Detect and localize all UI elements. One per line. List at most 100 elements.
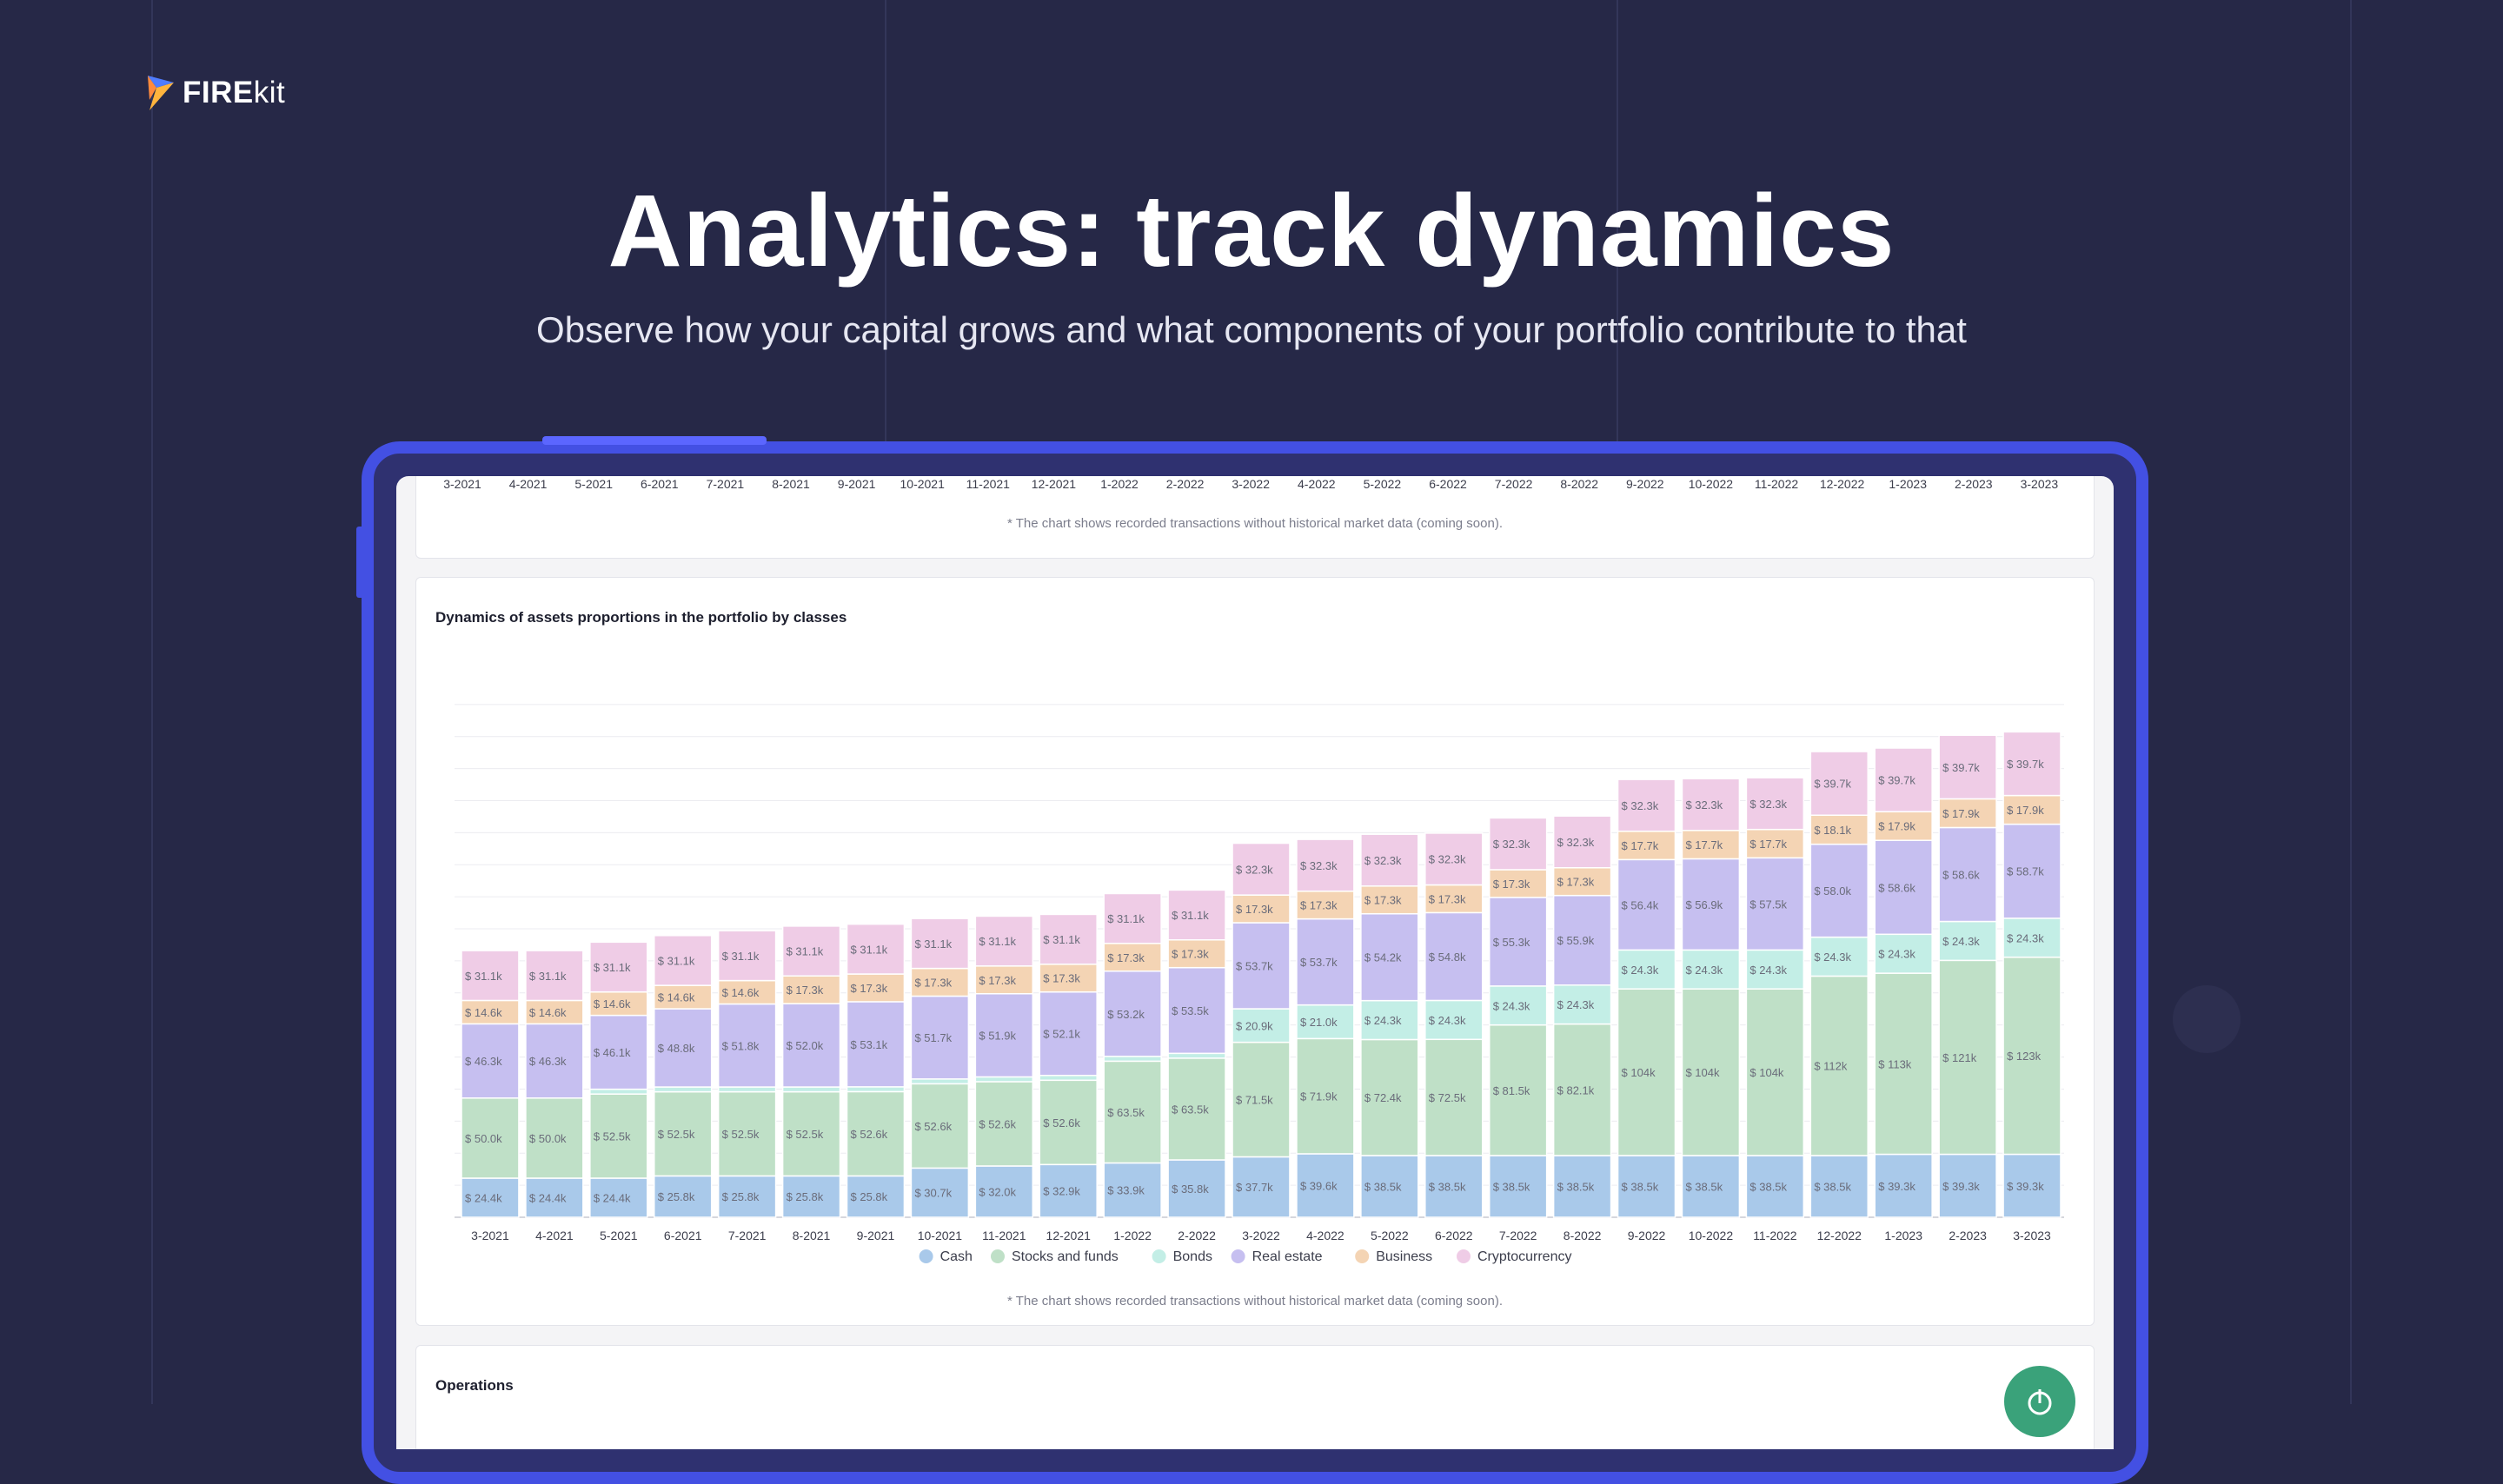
bar-segment[interactable] <box>1552 894 1612 986</box>
bar-segment[interactable] <box>974 1081 1034 1167</box>
bar-segment[interactable] <box>1296 890 1355 920</box>
bar-segment[interactable] <box>910 995 970 1080</box>
bar-segment[interactable] <box>654 1090 713 1177</box>
bar-segment[interactable] <box>1360 1038 1419 1156</box>
bar-segment[interactable] <box>1745 988 1805 1156</box>
bar-segment[interactable] <box>1296 918 1355 1006</box>
bar-segment[interactable] <box>1103 1060 1162 1164</box>
bar-segment[interactable] <box>1424 999 1484 1041</box>
bar-segment[interactable] <box>1360 1155 1419 1218</box>
bar-segment[interactable] <box>1681 858 1741 951</box>
bar-segment[interactable] <box>717 1090 777 1177</box>
bar-segment[interactable] <box>1809 814 1869 845</box>
bar-segment[interactable] <box>525 999 584 1025</box>
bar-segment[interactable] <box>717 1086 777 1093</box>
bar-segment[interactable] <box>781 1090 841 1177</box>
bar-segment[interactable] <box>525 950 584 1002</box>
bar-segment[interactable] <box>781 1003 841 1088</box>
bar-segment[interactable] <box>1424 832 1484 886</box>
bar-segment[interactable] <box>1167 1052 1226 1059</box>
bar-segment[interactable] <box>589 990 648 1017</box>
bar-segment[interactable] <box>846 973 906 1003</box>
bar-segment[interactable] <box>1103 970 1162 1057</box>
bar-segment[interactable] <box>589 1014 648 1090</box>
bar-segment[interactable] <box>1874 972 1933 1156</box>
bar-segment[interactable] <box>1617 988 1676 1156</box>
bar-segment[interactable] <box>2002 918 2061 958</box>
bar-segment[interactable] <box>525 1023 584 1099</box>
bar-segment[interactable] <box>525 1177 584 1218</box>
bar-segment[interactable] <box>1488 869 1548 898</box>
bar-segment[interactable] <box>589 1177 648 1218</box>
bar-segment[interactable] <box>1617 830 1676 861</box>
bar-segment[interactable] <box>2002 823 2061 919</box>
legend-item[interactable]: Real estate <box>1231 1249 1323 1264</box>
legend-item[interactable]: Cryptocurrency <box>1457 1249 1571 1264</box>
bar-segment[interactable] <box>1039 1075 1098 1082</box>
bar-segment[interactable] <box>1167 1159 1226 1218</box>
bar-segment[interactable] <box>846 923 906 975</box>
bar-segment[interactable] <box>654 1008 713 1088</box>
bar-segment[interactable] <box>1681 830 1741 860</box>
bar-segment[interactable] <box>974 965 1034 995</box>
legend-item[interactable]: Stocks and funds <box>991 1249 1119 1264</box>
bar-segment[interactable] <box>781 1086 841 1093</box>
bar-segment[interactable] <box>461 1097 520 1179</box>
chat-support-button[interactable] <box>2004 1366 2075 1437</box>
bar-segment[interactable] <box>1552 1023 1612 1156</box>
legend-item[interactable]: Business <box>1355 1249 1432 1264</box>
bar-segment[interactable] <box>1488 897 1548 987</box>
bar-segment[interactable] <box>1617 1155 1676 1218</box>
bar-segment[interactable] <box>1681 778 1741 831</box>
bar-segment[interactable] <box>1874 747 1933 812</box>
bar-segment[interactable] <box>846 1001 906 1088</box>
bar-segment[interactable] <box>910 1083 970 1169</box>
bar-segment[interactable] <box>1617 778 1676 832</box>
bar-segment[interactable] <box>1296 838 1355 892</box>
bar-segment[interactable] <box>1103 1162 1162 1218</box>
bar-segment[interactable] <box>1874 839 1933 936</box>
bar-segment[interactable] <box>910 918 970 970</box>
bar-segment[interactable] <box>1167 1057 1226 1161</box>
bar-segment[interactable] <box>781 1175 841 1218</box>
bar-segment[interactable] <box>1745 857 1805 951</box>
bar-segment[interactable] <box>1552 1155 1612 1218</box>
bar-segment[interactable] <box>461 1177 520 1218</box>
bar-segment[interactable] <box>1039 913 1098 965</box>
bar-segment[interactable] <box>1296 1153 1355 1218</box>
bar-segment[interactable] <box>717 930 777 982</box>
bar-segment[interactable] <box>654 1175 713 1218</box>
bar-segment[interactable] <box>1938 826 1997 923</box>
bar-segment[interactable] <box>717 1003 777 1088</box>
bar-segment[interactable] <box>781 975 841 1004</box>
bar-segment[interactable] <box>1039 964 1098 993</box>
bar-segment[interactable] <box>1232 842 1291 896</box>
bar-segment[interactable] <box>846 1090 906 1177</box>
bar-segment[interactable] <box>1745 777 1805 831</box>
bar-segment[interactable] <box>1938 920 1997 962</box>
bar-segment[interactable] <box>1167 889 1226 941</box>
bar-segment[interactable] <box>974 915 1034 967</box>
bar-segment[interactable] <box>1809 843 1869 938</box>
bar-segment[interactable] <box>1424 1155 1484 1218</box>
bar-segment[interactable] <box>1039 1079 1098 1166</box>
bar-segment[interactable] <box>1360 833 1419 887</box>
bar-segment[interactable] <box>846 1175 906 1218</box>
bar-segment[interactable] <box>1167 966 1226 1055</box>
bar-segment[interactable] <box>1488 1024 1548 1156</box>
bar-segment[interactable] <box>654 935 713 986</box>
bar-segment[interactable] <box>1938 734 1997 800</box>
bar-segment[interactable] <box>461 1023 520 1099</box>
bar-segment[interactable] <box>2002 731 2061 797</box>
bar-segment[interactable] <box>1232 1008 1291 1043</box>
bar-segment[interactable] <box>461 950 520 1002</box>
bar-segment[interactable] <box>1681 988 1741 1156</box>
bar-segment[interactable] <box>1488 1155 1548 1218</box>
bar-segment[interactable] <box>1039 990 1098 1077</box>
bar-segment[interactable] <box>525 1097 584 1179</box>
bar-segment[interactable] <box>2002 956 2061 1156</box>
bar-segment[interactable] <box>654 1086 713 1093</box>
bar-segment[interactable] <box>1617 949 1676 990</box>
bar-segment[interactable] <box>717 1175 777 1218</box>
bar-segment[interactable] <box>1552 815 1612 869</box>
